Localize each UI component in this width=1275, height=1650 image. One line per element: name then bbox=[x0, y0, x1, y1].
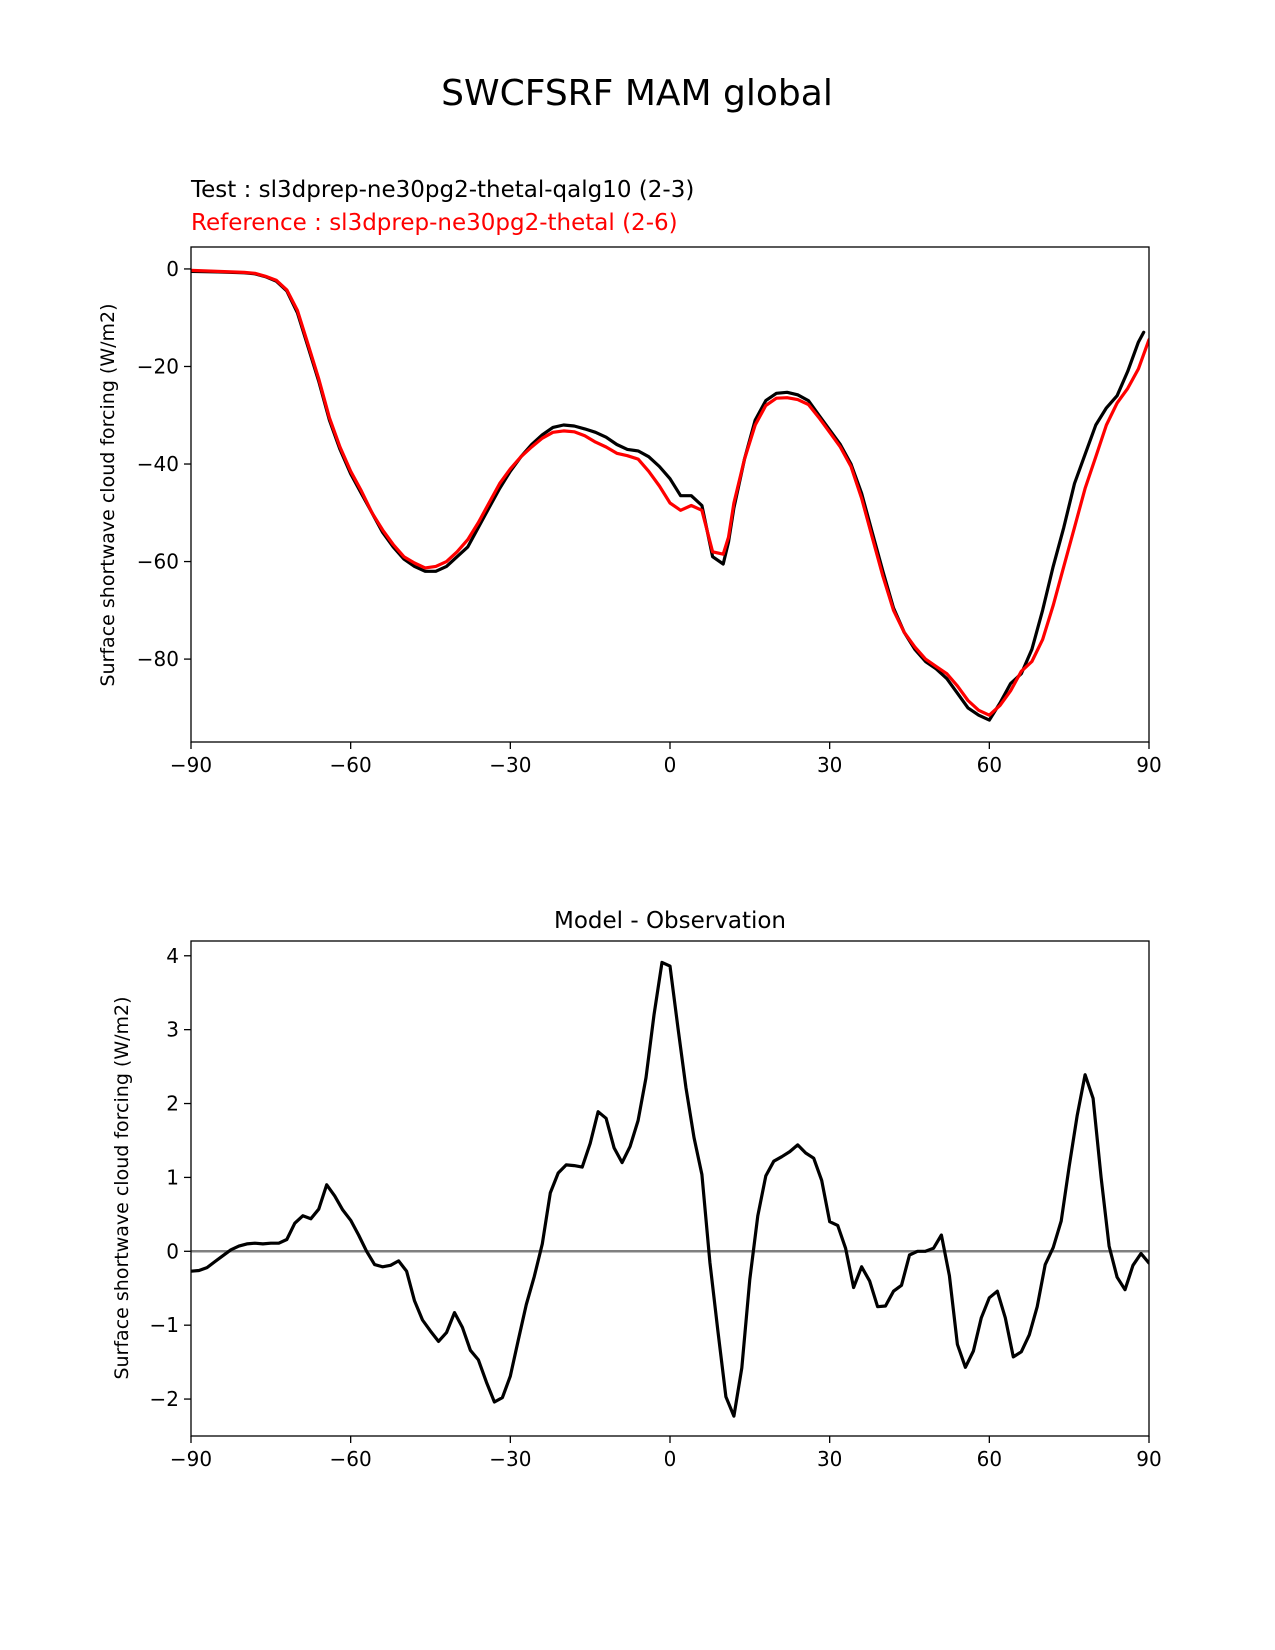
top-panel-test-title: Test : sl3dprep-ne30pg2-thetal-qalg10 (2… bbox=[190, 177, 694, 203]
top-panel-ytick-label: −40 bbox=[137, 452, 179, 476]
top-panel-xtick-label: 60 bbox=[977, 753, 1002, 777]
top-panel-ylabel: Surface shortwave cloud forcing (W/m2) bbox=[97, 303, 119, 686]
bottom-panel-ytick-label: 0 bbox=[166, 1239, 179, 1263]
bottom-panel-xtick-label: 90 bbox=[1136, 1447, 1161, 1471]
top-panel-xtick-label: 30 bbox=[817, 753, 842, 777]
bottom-panel-axes-frame bbox=[190, 940, 1150, 1437]
top-panel-ytick-label: −20 bbox=[137, 354, 179, 378]
top-panel-series-line-1 bbox=[191, 268, 1149, 717]
bottom-panel-ytick-label: −1 bbox=[150, 1313, 179, 1337]
bottom-panel-series bbox=[191, 960, 1149, 1418]
bottom-panel-ylabel: Surface shortwave cloud forcing (W/m2) bbox=[111, 996, 133, 1379]
bottom-panel-series-line-0 bbox=[191, 960, 1149, 1418]
top-panel-axes-frame bbox=[190, 246, 1150, 743]
bottom-panel-ytick-label: 4 bbox=[166, 944, 179, 968]
bottom-panel-ytick-label: −2 bbox=[150, 1387, 179, 1411]
bottom-panel-ytick-label: 2 bbox=[166, 1092, 179, 1116]
bottom-panel-ticks: −90 −60 −30 0 30 60 90 4 3 2 1 0 −1 −2 bbox=[150, 944, 1162, 1471]
top-panel-series bbox=[191, 268, 1149, 722]
top-panel: Test : sl3dprep-ne30pg2-thetal-qalg10 (2… bbox=[97, 177, 1162, 777]
top-panel-xtick-label: 0 bbox=[664, 753, 677, 777]
bottom-panel-xtick-label: −30 bbox=[489, 1447, 531, 1471]
top-panel-reference-title: Reference : sl3dprep-ne30pg2-thetal (2-6… bbox=[191, 210, 678, 236]
top-panel-ytick-label: −60 bbox=[137, 550, 179, 574]
bottom-panel: Model - Observation Surface shortwave cl… bbox=[111, 908, 1162, 1471]
top-panel-ytick-label: 0 bbox=[166, 257, 179, 281]
bottom-panel-title: Model - Observation bbox=[554, 908, 786, 934]
figure-suptitle: SWCFSRF MAM global bbox=[441, 73, 833, 114]
bottom-panel-xtick-label: 60 bbox=[977, 1447, 1002, 1471]
bottom-panel-xtick-label: 0 bbox=[664, 1447, 677, 1471]
bottom-panel-ytick-label: 1 bbox=[166, 1165, 179, 1189]
top-panel-ticks: −90 −60 −30 0 30 60 90 0 −20 −40 −60 −80 bbox=[137, 257, 1162, 777]
bottom-panel-xtick-label: −90 bbox=[170, 1447, 212, 1471]
top-panel-xtick-label: −60 bbox=[330, 753, 372, 777]
bottom-panel-ytick-label: 3 bbox=[166, 1018, 179, 1042]
top-panel-ytick-label: −80 bbox=[137, 647, 179, 671]
top-panel-xtick-label: −90 bbox=[170, 753, 212, 777]
top-panel-xtick-label: −30 bbox=[489, 753, 531, 777]
top-panel-xtick-label: 90 bbox=[1136, 753, 1161, 777]
bottom-panel-xtick-label: −60 bbox=[330, 1447, 372, 1471]
bottom-panel-xtick-label: 30 bbox=[817, 1447, 842, 1471]
